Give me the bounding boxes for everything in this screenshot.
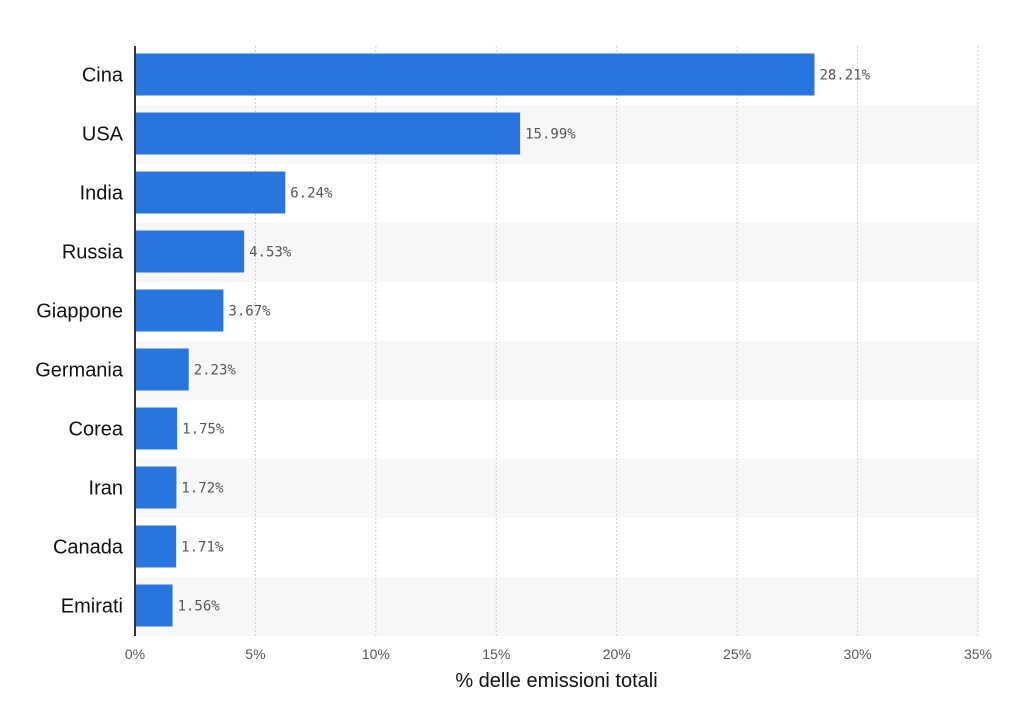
bar <box>135 171 286 214</box>
category-label: Giappone <box>36 301 123 323</box>
row-band <box>135 223 978 282</box>
category-label: India <box>80 183 124 205</box>
row-band <box>135 341 978 400</box>
bar <box>135 584 173 627</box>
x-tick-label: 30% <box>844 646 872 662</box>
x-axis-title: % delle emissioni totali <box>455 670 657 692</box>
data-label: 6.24% <box>290 186 333 202</box>
data-label: 1.72% <box>181 481 224 497</box>
category-label: Emirati <box>61 596 123 618</box>
row-band <box>135 577 978 636</box>
data-label: 1.71% <box>181 540 224 556</box>
bar <box>135 525 177 568</box>
category-label: Corea <box>69 419 124 441</box>
category-label: Cina <box>82 65 124 87</box>
data-label: 4.53% <box>249 245 292 261</box>
data-label: 15.99% <box>525 127 576 143</box>
data-label: 2.23% <box>194 363 237 379</box>
x-tick-label: 10% <box>362 646 390 662</box>
x-tick-label: 25% <box>723 646 751 662</box>
bar <box>135 466 177 509</box>
x-tick-label: 20% <box>603 646 631 662</box>
data-label: 3.67% <box>228 304 271 320</box>
x-tick-labels: 0% 5% 10% 15% 20% 25% 30% 35% <box>125 646 992 662</box>
data-label: 1.75% <box>182 422 225 438</box>
category-label: Iran <box>89 478 123 500</box>
bars <box>135 53 815 627</box>
value-labels: 28.21% 15.99% 6.24% 4.53% 3.67% 2.23% 1.75% 1.7… <box>178 68 871 615</box>
bar <box>135 230 245 273</box>
x-tick-label: 5% <box>245 646 265 662</box>
row-band <box>135 459 978 518</box>
category-label: Russia <box>62 242 124 264</box>
bar <box>135 407 178 450</box>
bar <box>135 348 189 391</box>
category-label: USA <box>82 124 124 146</box>
data-label: 1.56% <box>178 599 221 615</box>
x-tick-label: 15% <box>482 646 510 662</box>
category-labels: Cina USA India Russia Giappone Germania Corea I… <box>35 65 124 618</box>
bar <box>135 53 815 96</box>
data-label: 28.21% <box>819 68 870 84</box>
category-label: Canada <box>53 537 124 559</box>
row-bands <box>135 105 978 636</box>
bar <box>135 289 224 332</box>
bar <box>135 112 521 155</box>
category-label: Germania <box>35 360 124 382</box>
x-tick-label: 35% <box>964 646 992 662</box>
x-tick-label: 0% <box>125 646 145 662</box>
